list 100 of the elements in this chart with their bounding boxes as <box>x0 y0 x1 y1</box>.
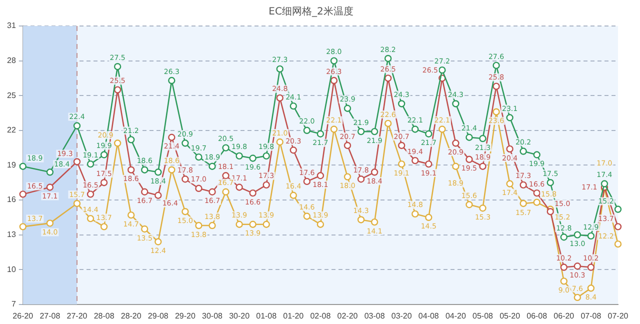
point <box>303 212 311 220</box>
point <box>46 168 54 176</box>
x-tick-label: 02-20 <box>337 311 358 320</box>
point <box>236 220 243 228</box>
y-tick-label: 28 <box>6 56 16 66</box>
point <box>249 220 256 228</box>
point <box>587 284 595 292</box>
point <box>168 76 176 84</box>
point <box>262 181 270 189</box>
point <box>398 100 406 108</box>
point <box>425 130 432 138</box>
x-tick-label: 05-20 <box>500 311 521 320</box>
point <box>370 128 378 136</box>
point <box>86 190 94 198</box>
point <box>479 162 486 170</box>
point <box>466 201 473 208</box>
point <box>249 189 256 197</box>
point <box>182 176 189 183</box>
point <box>452 100 460 108</box>
point <box>398 160 406 168</box>
x-tick-label: 29-20 <box>174 311 196 320</box>
point <box>506 180 514 188</box>
point <box>276 138 284 146</box>
point <box>73 122 81 130</box>
point <box>19 162 26 170</box>
y-tick-label: 10 <box>6 264 16 274</box>
point <box>412 156 419 164</box>
point <box>154 168 162 176</box>
point <box>114 63 122 70</box>
point <box>276 65 284 73</box>
point <box>574 231 582 238</box>
point <box>614 240 622 248</box>
point <box>73 158 81 166</box>
point <box>357 176 365 183</box>
x-tick-label: 28-20 <box>120 311 142 320</box>
point <box>370 218 378 226</box>
point <box>290 102 297 110</box>
point <box>182 140 189 147</box>
point <box>290 146 297 154</box>
point <box>262 152 270 160</box>
point <box>141 188 148 196</box>
point <box>370 168 378 176</box>
point <box>384 54 392 62</box>
point <box>141 225 148 233</box>
point <box>466 134 473 141</box>
x-tick-label: 29-08 <box>148 311 169 320</box>
point <box>506 114 514 122</box>
x-tick-label: 27-20 <box>66 311 88 320</box>
point <box>182 208 189 216</box>
point <box>438 126 446 133</box>
y-tick-label: 13 <box>6 230 16 240</box>
point <box>100 179 108 186</box>
x-tick-label: 30-20 <box>229 311 250 320</box>
x-tick-label: 06-08 <box>526 311 548 320</box>
point <box>425 214 432 221</box>
point <box>560 234 568 241</box>
chart-title: EC细网格_2米温度 <box>268 6 354 18</box>
x-tick-label: 07-20 <box>608 311 629 320</box>
point <box>195 222 202 230</box>
point <box>614 206 622 213</box>
point <box>398 142 406 150</box>
point <box>316 172 324 180</box>
x-tick-label: 03-08 <box>364 311 386 320</box>
point <box>330 76 338 84</box>
point <box>357 128 365 136</box>
point <box>600 180 608 188</box>
x-tick-label: 28-08 <box>94 311 115 320</box>
point <box>222 188 230 196</box>
point <box>128 211 135 219</box>
point <box>316 130 324 138</box>
point <box>114 86 122 94</box>
x-tick-label: 30-08 <box>202 311 224 320</box>
point <box>520 200 527 208</box>
point <box>249 154 256 162</box>
point <box>587 232 595 240</box>
point <box>492 82 500 90</box>
point <box>141 166 148 174</box>
x-tick-label: 03-20 <box>391 311 412 320</box>
point <box>344 142 352 150</box>
point <box>195 184 202 192</box>
point <box>46 184 54 191</box>
point <box>208 162 216 170</box>
point <box>236 184 243 191</box>
point <box>208 222 216 230</box>
x-tick-label: 26-20 <box>12 311 34 320</box>
point <box>466 156 473 163</box>
point <box>452 140 460 147</box>
point <box>208 188 216 196</box>
point <box>412 210 419 218</box>
point <box>154 238 162 246</box>
point <box>154 192 162 199</box>
point <box>574 262 582 270</box>
point <box>73 200 81 208</box>
point <box>303 178 311 186</box>
point <box>290 192 297 199</box>
point <box>560 264 568 271</box>
point <box>128 136 135 144</box>
point <box>19 190 26 198</box>
point <box>520 181 527 189</box>
point <box>303 126 311 134</box>
